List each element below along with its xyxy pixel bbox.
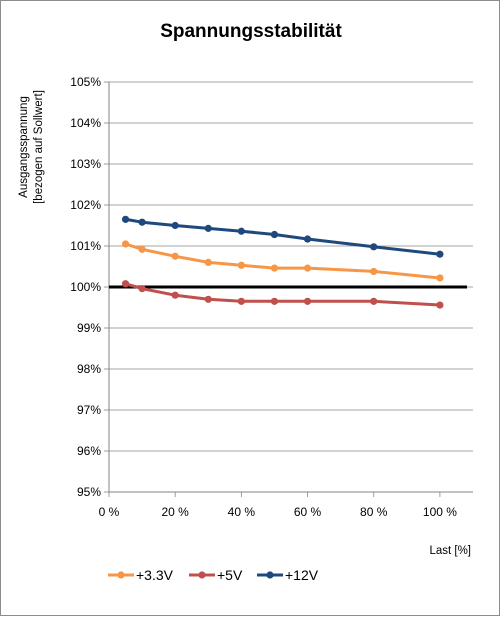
series-33v [121,240,444,282]
data-point [270,297,279,305]
y-tick-label: 101% [70,239,101,253]
legend-marker [198,571,206,579]
data-point [138,218,146,226]
chart-title: Spannungsstabilität [160,21,342,42]
legend-marker [117,571,125,579]
legend-label: +3.3V [136,567,174,583]
x-axis-ticks: 0 % 20 % 40 % 60 % 80 % 100 % [99,492,457,519]
data-point [171,291,179,299]
y-axis-label-line-1: Ausgangsspannung [18,96,30,198]
data-point [436,274,444,282]
data-point [121,240,130,248]
data-point [270,264,279,272]
data-point [204,258,212,266]
y-axis-ticks: 95% 96% 97% 98% 99% 100% 101% 102% 103% 104% 105% [70,75,109,499]
data-point [436,250,444,258]
data-point [138,285,146,293]
legend: +3.3V +5V +12V [108,567,319,583]
y-tick-label: 96% [77,444,101,458]
data-point [171,252,179,260]
data-point [303,264,312,272]
series-5v [121,280,444,309]
y-tick-label: 105% [70,75,101,89]
data-point [121,280,130,288]
y-tick-label: 102% [70,198,101,212]
y-tick-label: 100% [70,280,101,294]
y-tick-label: 104% [70,116,101,130]
y-tick-label: 98% [77,362,101,376]
x-tick-label: 0 % [99,505,120,519]
data-point [237,227,245,235]
y-tick-label: 103% [70,157,101,171]
y-axis-label-line-2: [bezogen auf Sollwert] [33,90,45,204]
y-tick-label: 95% [77,485,101,499]
data-point [303,297,312,305]
y-axis-label: Ausgangsspannung [bezogen auf Sollwert] [18,90,45,204]
data-point [138,245,146,253]
series-12v [121,215,444,258]
x-tick-label: 20 % [162,505,190,519]
data-point [370,267,378,276]
data-point [171,221,179,230]
legend-item-33v: +3.3V [108,567,174,583]
data-point [204,295,212,303]
x-tick-label: 80 % [360,505,388,519]
x-tick-label: 40 % [228,505,256,519]
data-point [370,297,378,305]
data-point [436,301,444,309]
data-point [270,230,279,239]
series-group [121,215,444,309]
x-tick-label: 60 % [294,505,322,519]
x-axis-label: Last [%] [429,545,471,557]
legend-item-12v: +12V [257,567,319,583]
y-tick-label: 99% [77,321,101,335]
legend-label: +12V [285,567,319,583]
data-point [204,224,212,232]
legend-item-5v: +5V [189,567,243,583]
legend-marker [266,571,274,579]
data-point [121,215,130,223]
data-point [237,261,245,269]
data-point [370,243,378,251]
data-point [237,297,245,305]
data-point [303,235,312,243]
x-tick-label: 100 % [423,505,457,519]
y-tick-label: 97% [77,403,101,417]
legend-label: +5V [217,567,243,583]
